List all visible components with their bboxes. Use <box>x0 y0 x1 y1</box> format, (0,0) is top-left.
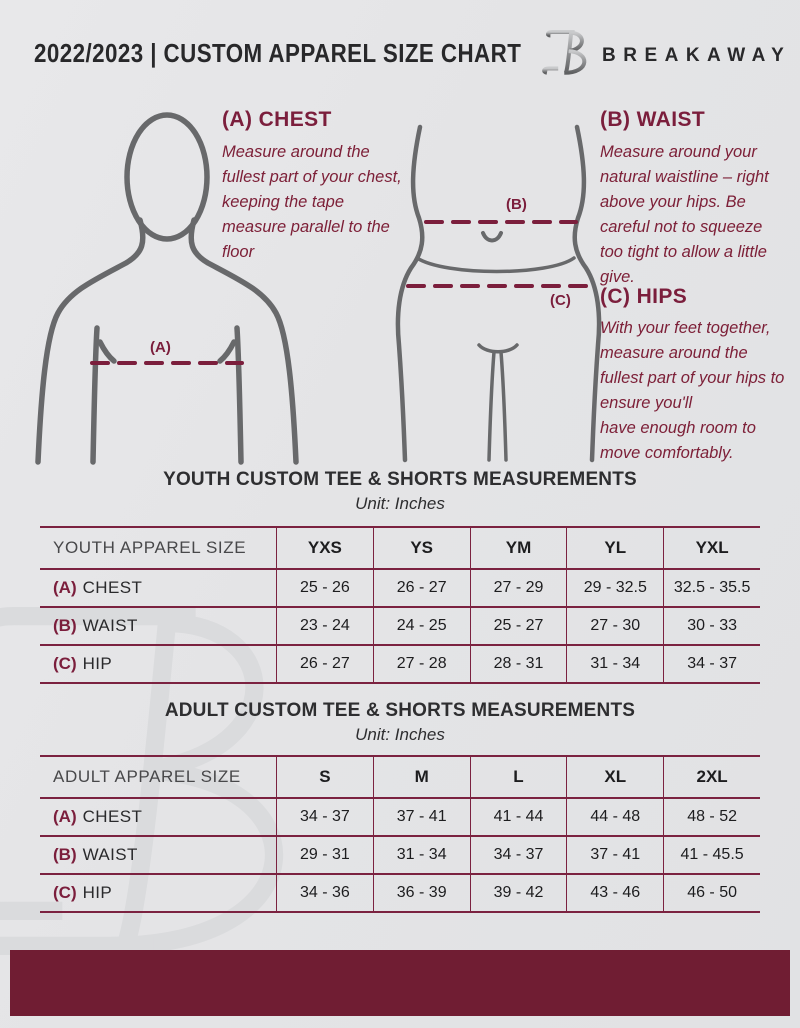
table-cell: 41 - 45.5 <box>663 837 760 873</box>
row-prefix: (B) <box>53 845 77 864</box>
youth-size-table: YOUTH APPAREL SIZE YXS YS YM YL YXL (A) … <box>40 526 760 684</box>
hip-marker-label: (C) <box>550 292 571 309</box>
chest-marker-label: (A) <box>150 339 171 356</box>
row-label: CHEST <box>82 807 143 826</box>
table-cell: 26 - 27 <box>372 570 470 606</box>
waist-instructions: Measure around your natural waistline – … <box>600 143 769 286</box>
waist-heading: (B) WAIST <box>600 108 706 131</box>
row-prefix: (A) <box>53 807 77 826</box>
column-header: YL <box>566 528 663 568</box>
row-header: (A) CHEST <box>40 799 276 835</box>
table-cell: 32.5 - 35.5 <box>663 570 760 606</box>
adult-table-header-row: ADULT APPAREL SIZE S M L XL 2XL <box>40 757 760 799</box>
column-header: M <box>372 757 470 797</box>
table-cell: 31 - 34 <box>372 837 470 873</box>
table-row: (A) CHEST 25 - 26 26 - 27 27 - 29 29 - 3… <box>40 570 760 608</box>
table-cell: 43 - 46 <box>566 875 663 911</box>
youth-table-header-row: YOUTH APPAREL SIZE YXS YS YM YL YXL <box>40 528 760 570</box>
chest-heading: (A) CHEST <box>222 108 332 131</box>
table-cell: 37 - 41 <box>372 799 470 835</box>
measurement-figures <box>35 112 602 465</box>
column-header: YXL <box>663 528 760 568</box>
table-cell: 36 - 39 <box>372 875 470 911</box>
row-header: (C) HIP <box>40 646 276 682</box>
column-header: S <box>276 757 373 797</box>
row-label: CHEST <box>82 578 143 597</box>
row-prefix: (B) <box>53 616 77 635</box>
row-prefix: (C) <box>53 654 77 673</box>
table-cell: 48 - 52 <box>663 799 760 835</box>
table-row: (A) CHEST 34 - 37 37 - 41 41 - 44 44 - 4… <box>40 799 760 837</box>
table-row: (B) WAIST 29 - 31 31 - 34 34 - 37 37 - 4… <box>40 837 760 875</box>
column-header: YM <box>469 528 567 568</box>
table-cell: 44 - 48 <box>566 799 663 835</box>
column-header: YS <box>372 528 470 568</box>
table-cell: 29 - 31 <box>276 837 373 873</box>
adult-table-title: ADULT CUSTOM TEE & SHORTS MEASUREMENTS <box>164 700 636 721</box>
row-header: (C) HIP <box>40 875 276 911</box>
page-title: 2022/2023 | CUSTOM APPAREL SIZE CHART <box>34 38 522 68</box>
column-header: 2XL <box>663 757 760 797</box>
table-cell: 25 - 26 <box>276 570 373 606</box>
table-cell: 30 - 33 <box>663 608 760 644</box>
table-cell: 46 - 50 <box>663 875 760 911</box>
row-label: HIP <box>82 883 113 902</box>
row-label: WAIST <box>82 616 138 635</box>
chest-figure <box>35 112 299 465</box>
table-cell: 34 - 36 <box>276 875 373 911</box>
table-cell: 25 - 27 <box>469 608 567 644</box>
column-header: YOUTH APPAREL SIZE <box>53 538 247 557</box>
table-cell: 34 - 37 <box>663 646 760 682</box>
table-row: (C) HIP 34 - 36 36 - 39 39 - 42 43 - 46 … <box>40 875 760 913</box>
footer-bar <box>10 950 790 1016</box>
youth-table-title: YOUTH CUSTOM TEE & SHORTS MEASUREMENTS <box>163 469 637 490</box>
table-cell: 34 - 37 <box>276 799 373 835</box>
table-cell: 37 - 41 <box>566 837 663 873</box>
table-cell: 41 - 44 <box>469 799 567 835</box>
chest-instructions: Measure around the fullest part of your … <box>222 143 402 261</box>
table-row: (B) WAIST 23 - 24 24 - 25 25 - 27 27 - 3… <box>40 608 760 646</box>
waist-hip-figure <box>395 124 602 463</box>
column-header: L <box>469 757 567 797</box>
column-header: YXS <box>276 528 373 568</box>
youth-table-unit: Unit: Inches <box>355 494 445 513</box>
table-row: (C) HIP 26 - 27 27 - 28 28 - 31 31 - 34 … <box>40 646 760 684</box>
table-cell: 39 - 42 <box>469 875 567 911</box>
row-prefix: (C) <box>53 883 77 902</box>
row-header: (A) CHEST <box>40 570 276 606</box>
adult-table-unit: Unit: Inches <box>355 725 445 744</box>
table-cell: 26 - 27 <box>276 646 373 682</box>
row-header: (B) WAIST <box>40 837 276 873</box>
row-label: WAIST <box>82 845 138 864</box>
table-cell: 27 - 29 <box>469 570 567 606</box>
table-cell: 27 - 28 <box>372 646 470 682</box>
table-cell: 23 - 24 <box>276 608 373 644</box>
table-cell: 31 - 34 <box>566 646 663 682</box>
hips-instructions: With your feet together, measure around … <box>600 319 785 462</box>
table-cell: 29 - 32.5 <box>566 570 663 606</box>
column-header: ADULT APPAREL SIZE <box>53 767 241 786</box>
table-cell: 34 - 37 <box>469 837 567 873</box>
table-cell: 24 - 25 <box>372 608 470 644</box>
table-cell: 27 - 30 <box>566 608 663 644</box>
hips-heading: (C) HIPS <box>600 285 688 308</box>
waist-marker-label: (B) <box>506 196 527 213</box>
adult-size-table: ADULT APPAREL SIZE S M L XL 2XL (A) CHES… <box>40 755 760 913</box>
breakaway-logo-icon <box>542 30 587 75</box>
table-cell: 28 - 31 <box>469 646 567 682</box>
row-header: (B) WAIST <box>40 608 276 644</box>
brand-name: BREAKAWAY <box>602 45 792 66</box>
row-prefix: (A) <box>53 578 77 597</box>
column-header: XL <box>566 757 663 797</box>
row-label: HIP <box>82 654 113 673</box>
